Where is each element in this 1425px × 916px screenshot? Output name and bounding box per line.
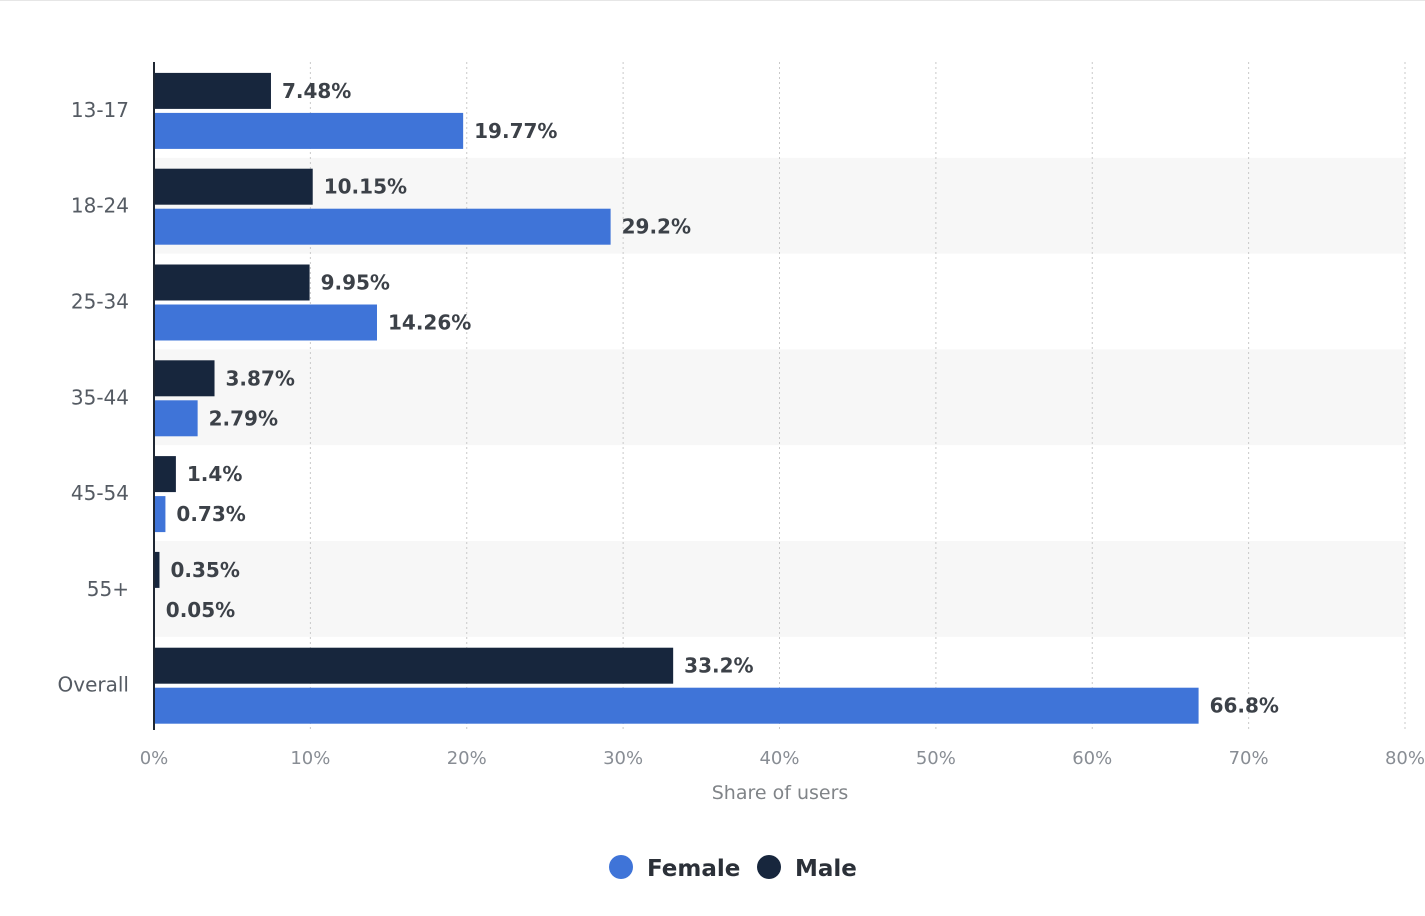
gridlines [309, 62, 1406, 730]
category-labels: 13-17 18-24 25-34 35-44 45-54 55+ Overall [58, 98, 129, 697]
male-bar [154, 647, 674, 684]
x-tick-label: 0% [140, 748, 169, 769]
x-tick-label: 80% [1385, 748, 1425, 769]
female-bar [154, 496, 166, 533]
bars [154, 72, 1199, 724]
value-labels: 7.48% 19.77% 10.15% 29.2% 9.95% 14.26% 3.87% 2.… [166, 79, 1279, 718]
male-value-label: 10.15% [324, 175, 407, 199]
category-label: 35-44 [71, 385, 129, 409]
male-value-label: 0.35% [170, 558, 239, 582]
category-label: 25-34 [71, 290, 129, 314]
legend-swatch-female[interactable] [609, 855, 633, 879]
female-value-label: 0.73% [176, 502, 245, 526]
category-label: Overall [58, 673, 129, 697]
female-bar [154, 208, 611, 245]
category-label: 18-24 [71, 194, 129, 218]
legend-label-male[interactable]: Male [795, 856, 857, 882]
x-tick-label: 60% [1072, 748, 1112, 769]
male-bar [154, 168, 313, 205]
male-bar [154, 551, 160, 588]
x-tick-labels: 0% 10% 20% 30% 40% 50% 60% 70% 80% [140, 748, 1425, 769]
male-bar [154, 360, 215, 397]
x-tick-label: 50% [916, 748, 956, 769]
x-tick-label: 10% [290, 748, 330, 769]
male-bar [154, 456, 176, 493]
legend-swatch-male[interactable] [757, 855, 781, 879]
male-value-label: 9.95% [321, 271, 390, 295]
female-value-label: 14.26% [388, 311, 471, 335]
female-bar [154, 112, 464, 149]
legend-label-female[interactable]: Female [647, 856, 740, 882]
x-axis-title: Share of users [712, 782, 849, 804]
category-label: 55+ [87, 577, 129, 601]
male-bar [154, 264, 310, 301]
female-value-label: 66.8% [1210, 694, 1279, 718]
female-value-label: 19.77% [474, 119, 557, 143]
male-value-label: 33.2% [684, 654, 753, 678]
x-tick-label: 30% [603, 748, 643, 769]
male-value-label: 1.4% [187, 462, 242, 486]
female-bar [154, 304, 377, 341]
female-value-label: 29.2% [622, 215, 691, 239]
legend: Female Male [609, 855, 857, 882]
category-label: 45-54 [71, 481, 129, 505]
male-value-label: 3.87% [226, 366, 295, 390]
category-label: 13-17 [71, 98, 129, 122]
male-bar [154, 72, 271, 109]
x-tick-label: 20% [447, 748, 487, 769]
x-tick-label: 40% [759, 748, 799, 769]
female-bar [154, 400, 198, 437]
x-tick-label: 70% [1229, 748, 1269, 769]
top-divider [0, 0, 1425, 1]
female-value-label: 2.79% [209, 406, 278, 430]
female-value-label: 0.05% [166, 598, 235, 622]
male-value-label: 7.48% [282, 79, 351, 103]
female-bar [154, 687, 1199, 724]
